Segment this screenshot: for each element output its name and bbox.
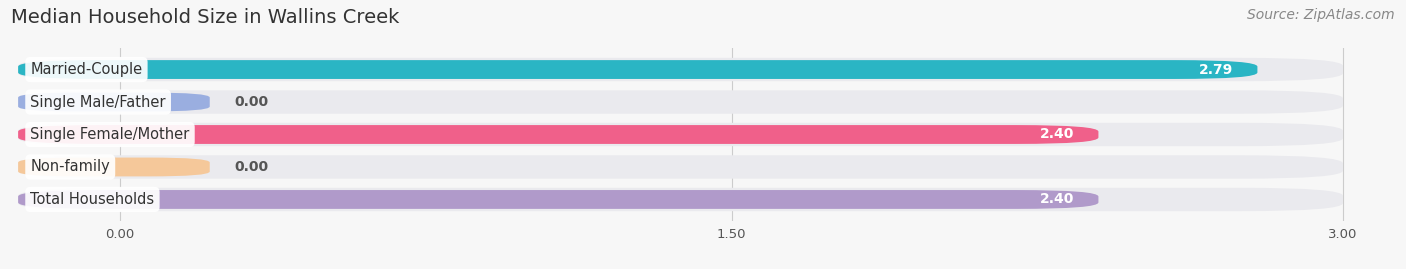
- Text: 0.00: 0.00: [235, 95, 269, 109]
- Text: 2.40: 2.40: [1039, 192, 1074, 207]
- FancyBboxPatch shape: [18, 158, 209, 176]
- FancyBboxPatch shape: [18, 58, 1343, 81]
- Text: 0.00: 0.00: [235, 160, 269, 174]
- FancyBboxPatch shape: [18, 188, 1343, 211]
- Text: 2.79: 2.79: [1199, 62, 1233, 77]
- Text: Married-Couple: Married-Couple: [31, 62, 142, 77]
- FancyBboxPatch shape: [18, 123, 1343, 146]
- FancyBboxPatch shape: [18, 190, 1098, 209]
- FancyBboxPatch shape: [18, 60, 1257, 79]
- Text: Median Household Size in Wallins Creek: Median Household Size in Wallins Creek: [11, 8, 399, 27]
- Text: Total Households: Total Households: [31, 192, 155, 207]
- Text: Non-family: Non-family: [31, 160, 110, 175]
- Text: 2.40: 2.40: [1039, 128, 1074, 141]
- FancyBboxPatch shape: [18, 125, 1098, 144]
- FancyBboxPatch shape: [18, 93, 209, 111]
- Text: Single Male/Father: Single Male/Father: [31, 94, 166, 109]
- FancyBboxPatch shape: [18, 90, 1343, 114]
- Text: Source: ZipAtlas.com: Source: ZipAtlas.com: [1247, 8, 1395, 22]
- Text: Single Female/Mother: Single Female/Mother: [31, 127, 190, 142]
- FancyBboxPatch shape: [18, 155, 1343, 179]
